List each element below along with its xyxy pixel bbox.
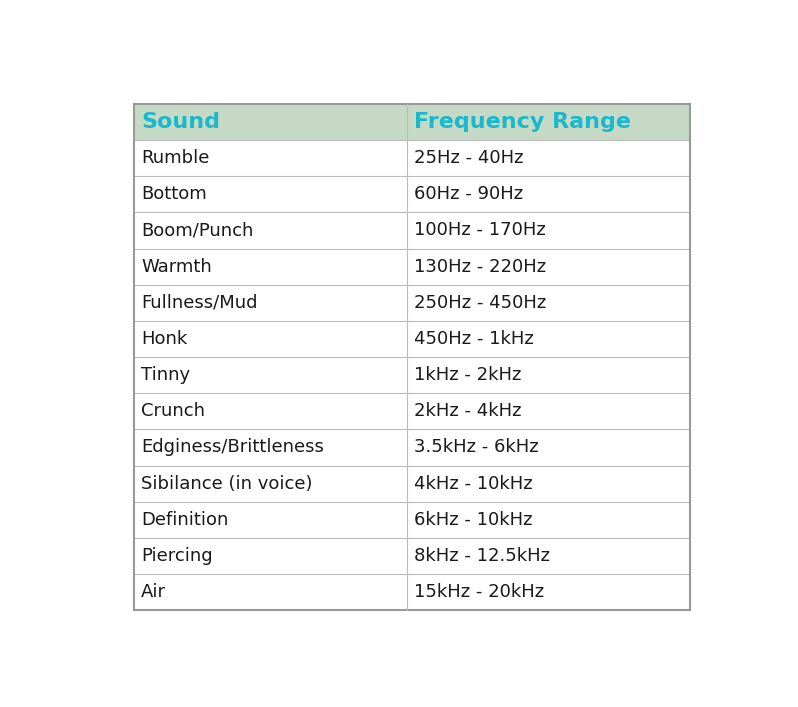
Text: 3.5kHz - 6kHz: 3.5kHz - 6kHz bbox=[414, 438, 539, 457]
Bar bbox=[406, 212, 690, 249]
Bar bbox=[406, 285, 690, 321]
Text: 15kHz - 20kHz: 15kHz - 20kHz bbox=[414, 583, 544, 601]
Bar bbox=[406, 538, 690, 574]
Text: 2kHz - 4kHz: 2kHz - 4kHz bbox=[414, 402, 521, 420]
Text: 450Hz - 1kHz: 450Hz - 1kHz bbox=[414, 330, 534, 348]
Bar bbox=[406, 321, 690, 357]
Text: Boom/Punch: Boom/Punch bbox=[141, 221, 254, 240]
Bar bbox=[406, 465, 690, 502]
Bar bbox=[406, 502, 690, 538]
Text: Definition: Definition bbox=[141, 510, 228, 529]
Text: 25Hz - 40Hz: 25Hz - 40Hz bbox=[414, 149, 523, 167]
Text: Frequency Range: Frequency Range bbox=[414, 112, 631, 132]
Text: 1kHz - 2kHz: 1kHz - 2kHz bbox=[414, 366, 521, 384]
Bar bbox=[134, 212, 406, 249]
Bar bbox=[134, 140, 406, 176]
Text: Edginess/Brittleness: Edginess/Brittleness bbox=[141, 438, 324, 457]
Text: Rumble: Rumble bbox=[141, 149, 210, 167]
Bar bbox=[134, 285, 406, 321]
Bar bbox=[406, 249, 690, 285]
Text: 100Hz - 170Hz: 100Hz - 170Hz bbox=[414, 221, 546, 240]
Bar bbox=[406, 574, 690, 610]
Bar bbox=[134, 393, 406, 429]
Bar bbox=[134, 574, 406, 610]
Text: Tinny: Tinny bbox=[141, 366, 190, 384]
Text: Crunch: Crunch bbox=[141, 402, 205, 420]
Bar bbox=[406, 429, 690, 465]
Text: Sound: Sound bbox=[141, 112, 220, 132]
Text: Air: Air bbox=[141, 583, 166, 601]
Text: Fullness/Mud: Fullness/Mud bbox=[141, 294, 258, 312]
Text: 6kHz - 10kHz: 6kHz - 10kHz bbox=[414, 510, 532, 529]
Text: 8kHz - 12.5kHz: 8kHz - 12.5kHz bbox=[414, 547, 550, 565]
Text: Sibilance (in voice): Sibilance (in voice) bbox=[141, 474, 313, 493]
Bar bbox=[406, 393, 690, 429]
Bar bbox=[134, 176, 406, 212]
Bar bbox=[406, 104, 690, 140]
Text: 4kHz - 10kHz: 4kHz - 10kHz bbox=[414, 474, 532, 493]
Text: 60Hz - 90Hz: 60Hz - 90Hz bbox=[414, 185, 523, 204]
Text: Honk: Honk bbox=[141, 330, 188, 348]
Bar bbox=[134, 321, 406, 357]
Text: Bottom: Bottom bbox=[141, 185, 207, 204]
Text: 250Hz - 450Hz: 250Hz - 450Hz bbox=[414, 294, 546, 312]
Bar bbox=[406, 140, 690, 176]
Text: Warmth: Warmth bbox=[141, 257, 212, 276]
Bar bbox=[134, 538, 406, 574]
Bar bbox=[406, 176, 690, 212]
Bar bbox=[134, 465, 406, 502]
Bar bbox=[134, 502, 406, 538]
Bar bbox=[134, 249, 406, 285]
Bar bbox=[134, 104, 406, 140]
Text: 130Hz - 220Hz: 130Hz - 220Hz bbox=[414, 257, 546, 276]
Text: Piercing: Piercing bbox=[141, 547, 213, 565]
Bar bbox=[134, 429, 406, 465]
Bar bbox=[134, 357, 406, 393]
Bar bbox=[406, 357, 690, 393]
